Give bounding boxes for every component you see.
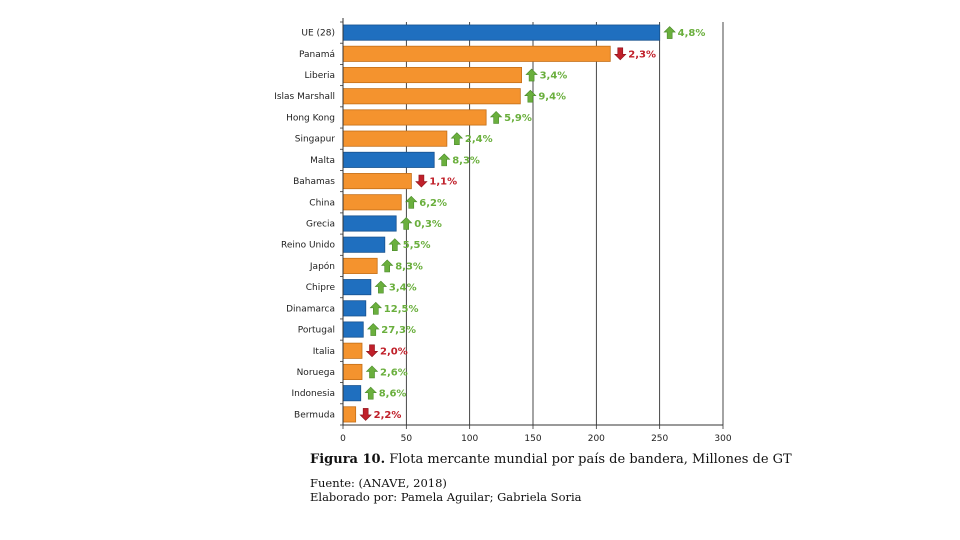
bar <box>342 173 412 190</box>
change-label: 0,3% <box>414 219 442 230</box>
bar <box>342 406 357 423</box>
category-label: Bermuda <box>294 410 335 420</box>
category-label: UE (28) <box>301 29 335 39</box>
bar <box>342 24 661 41</box>
figure-caption: Figura 10. Flota mercante mundial por pa… <box>310 452 792 467</box>
change-label: 27,3% <box>381 325 416 336</box>
category-label: Islas Marshall <box>274 92 335 102</box>
change-label: 5,5% <box>403 240 431 251</box>
category-label: Chipre <box>306 283 336 293</box>
change-label: 2,0% <box>380 346 408 357</box>
arrow-down-icon <box>614 47 627 61</box>
category-label: Noruega <box>297 368 335 378</box>
x-tick-label: 250 <box>651 434 668 444</box>
category-label: Dinamarca <box>286 304 335 314</box>
change-label: 8,3% <box>452 155 480 166</box>
x-axis-tick-labels: 0 50 100 150 200 250 300 <box>340 434 732 444</box>
arrow-up-icon <box>405 195 418 209</box>
arrow-up-icon <box>437 153 451 167</box>
arrow-up-icon <box>450 132 464 145</box>
arrow-up-icon <box>365 365 379 379</box>
bar <box>342 151 435 168</box>
change-label: 5,9% <box>504 113 532 124</box>
category-label: Indonesia <box>291 389 335 399</box>
category-label: Bahamas <box>293 177 335 187</box>
figure-label: Figura 10. <box>310 452 386 467</box>
bar <box>342 236 386 253</box>
arrow-down-icon <box>359 408 372 421</box>
change-label: 3,4% <box>389 283 417 294</box>
bars <box>342 24 661 423</box>
figure-title: Flota mercante mundial por país de bande… <box>385 452 792 467</box>
category-label: Reino Unido <box>281 241 335 251</box>
change-label: 6,2% <box>419 198 447 209</box>
bar <box>342 342 363 359</box>
bar <box>342 130 448 147</box>
category-label: Malta <box>310 156 335 166</box>
change-label: 8,3% <box>395 261 423 272</box>
bar <box>342 45 611 62</box>
change-label: 2,6% <box>380 367 408 378</box>
change-label: 2,4% <box>465 134 493 145</box>
bar <box>342 109 487 126</box>
arrow-down-icon <box>365 344 379 358</box>
arrow-up-icon <box>380 259 394 273</box>
category-label: Grecia <box>306 220 335 230</box>
axes <box>340 18 724 429</box>
arrow-up-icon <box>524 89 537 103</box>
category-label: Japón <box>309 261 335 272</box>
bar <box>342 215 397 232</box>
change-label: 8,6% <box>379 389 407 400</box>
caption-author: Elaborado por: Pamela Aguilar; Gabriela … <box>310 490 582 504</box>
change-annotations: 4,8% 2,3% 3,4% 9,4% 5,9% 2,4% 8,3% 1,1% 6,2% 0,3%… <box>359 26 706 421</box>
arrow-up-icon <box>369 301 383 315</box>
arrow-up-icon <box>364 386 377 400</box>
change-label: 2,2% <box>374 410 402 421</box>
change-label: 9,4% <box>538 92 566 103</box>
bar <box>342 194 402 211</box>
change-label: 2,3% <box>628 49 656 60</box>
arrow-up-icon <box>388 238 402 252</box>
bar <box>342 88 521 105</box>
bar <box>342 363 363 381</box>
category-label: Panamá <box>299 50 335 60</box>
bar <box>342 385 362 402</box>
arrow-up-icon <box>399 217 413 230</box>
arrow-up-icon <box>663 26 676 39</box>
x-tick-label: 50 <box>401 434 413 444</box>
bar <box>342 279 372 296</box>
bar <box>342 66 523 84</box>
category-label: China <box>309 198 335 208</box>
bar <box>342 257 378 274</box>
arrow-up-icon <box>374 280 388 294</box>
category-label: Liberia <box>305 71 335 81</box>
category-label: Singapur <box>295 135 336 145</box>
arrow-up-icon <box>489 111 503 124</box>
change-label: 12,5% <box>384 304 419 315</box>
x-tick-label: 300 <box>714 434 731 444</box>
category-label: Hong Kong <box>286 113 335 123</box>
change-label: 4,8% <box>678 28 706 39</box>
change-label: 3,4% <box>540 71 568 82</box>
arrow-up-icon <box>367 323 380 336</box>
caption-source: Fuente: (ANAVE, 2018) <box>310 476 447 490</box>
bar <box>342 321 364 338</box>
category-label: Portugal <box>298 326 335 336</box>
arrow-up-icon <box>525 68 538 82</box>
x-tick-label: 0 <box>340 434 346 444</box>
category-labels: UE (28) Panamá Liberia Islas Marshall Hong K… <box>274 29 335 421</box>
category-label: Italia <box>313 347 335 357</box>
x-tick-label: 200 <box>588 434 605 444</box>
x-tick-label: 100 <box>461 434 478 444</box>
bar <box>342 300 367 317</box>
arrow-down-icon <box>415 174 428 188</box>
change-label: 1,1% <box>429 177 457 188</box>
x-tick-label: 150 <box>524 434 541 444</box>
